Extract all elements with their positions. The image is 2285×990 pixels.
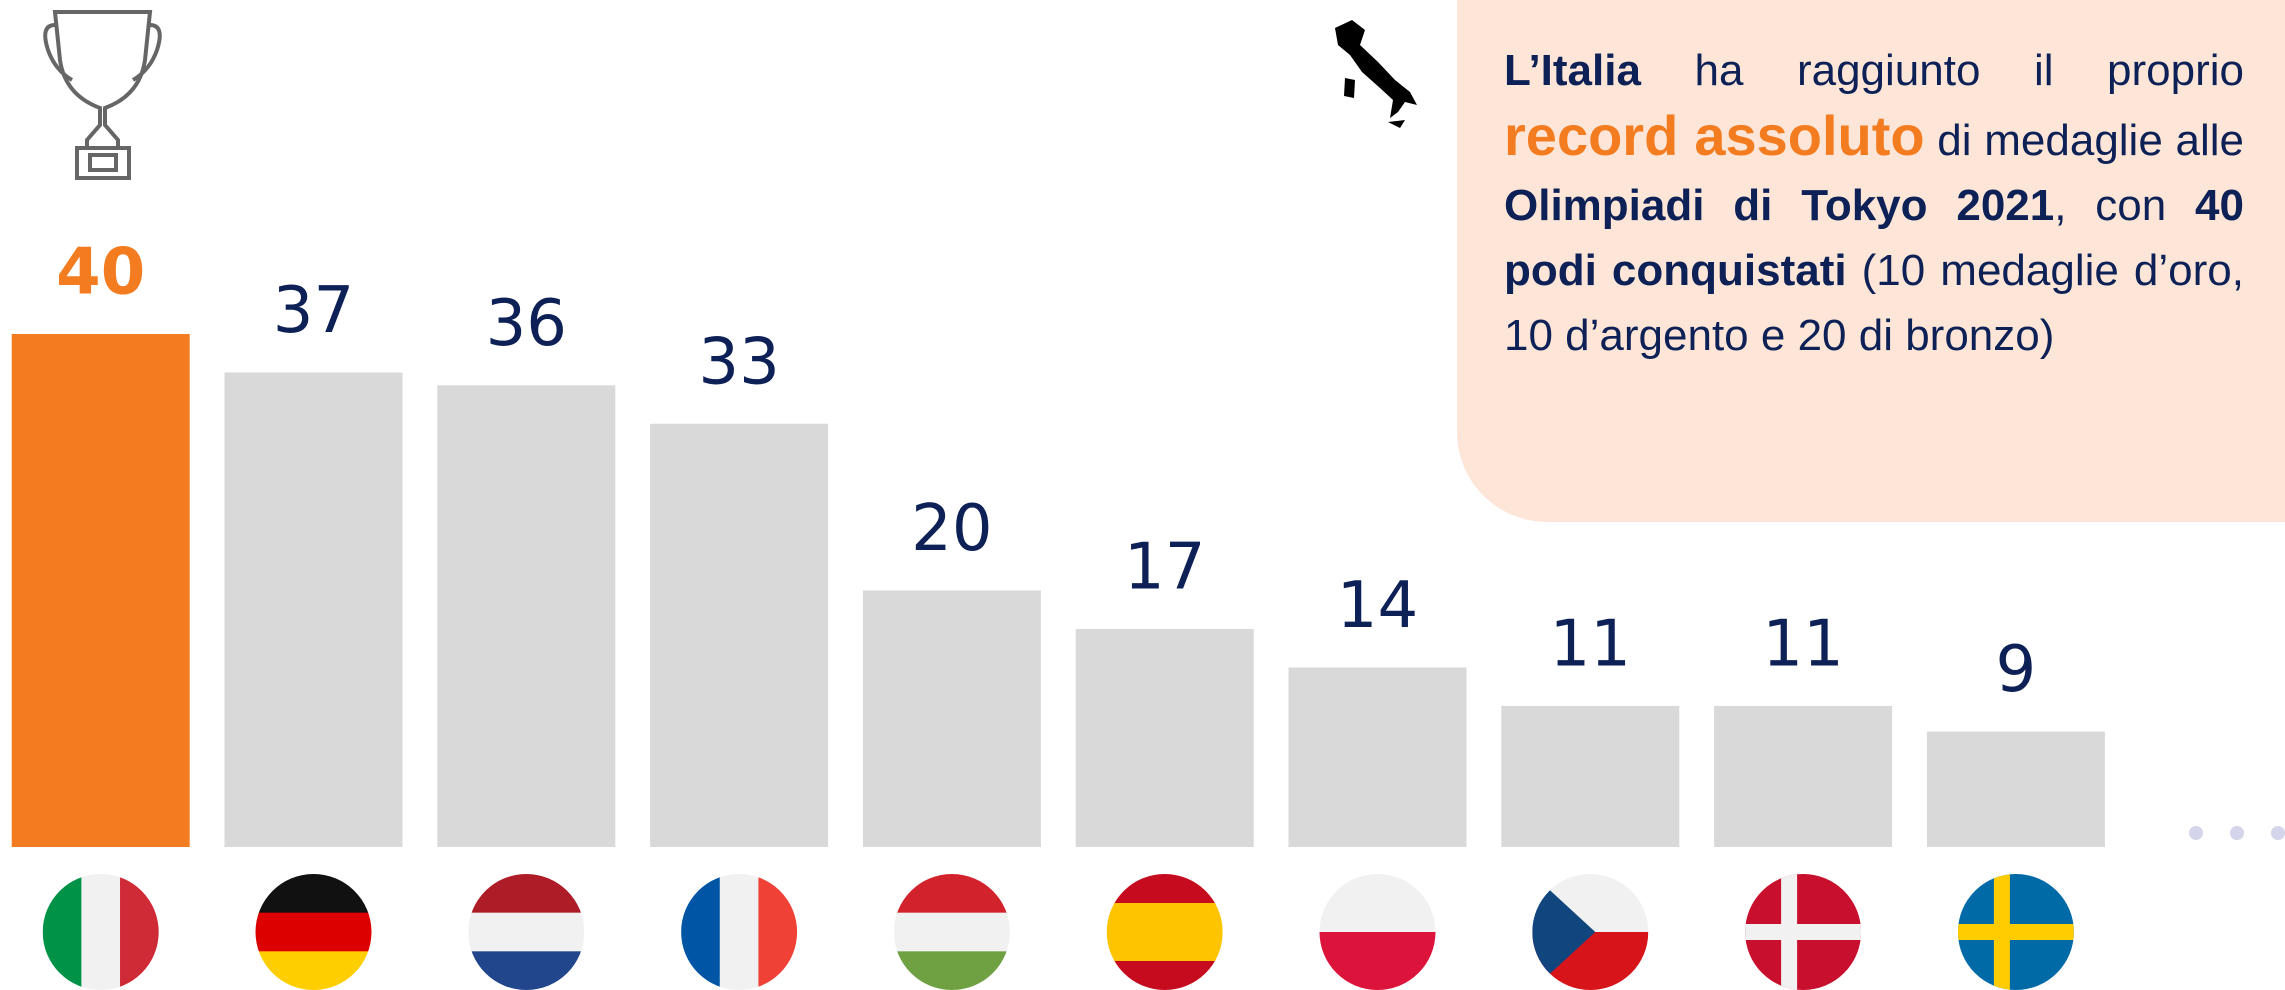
flag-stripe: [1319, 874, 1436, 933]
annotation-box: L’Italia ha raggiunto il proprio record …: [1457, 0, 2285, 522]
flag: [1532, 874, 1649, 990]
flag-stripe: [681, 874, 721, 990]
flag-stripe: [893, 951, 1010, 990]
flag: [1745, 874, 1862, 990]
flag-stripe: [468, 951, 585, 990]
bar: [862, 590, 1041, 847]
bar: [11, 334, 190, 847]
flag: [1106, 874, 1223, 990]
annotation: L’Italia ha raggiunto il proprio record …: [1504, 38, 2244, 368]
flag-stripe: [1106, 903, 1223, 962]
flag: [1957, 874, 2074, 990]
flag-stripe: [1106, 874, 1223, 904]
flag-stripe: [1106, 961, 1223, 990]
annotation-bold: Olimpiadi di Tokyo 2021: [1504, 181, 2055, 230]
flag: [42, 874, 159, 990]
flag-stripe: [468, 874, 585, 914]
bar: [1288, 667, 1467, 847]
flag-stripe: [758, 874, 798, 990]
value-label: 9: [1996, 633, 2037, 707]
bar: [1501, 705, 1680, 847]
trophy-icon: [43, 10, 162, 180]
value-label: 37: [273, 274, 354, 348]
value-label: 11: [1550, 608, 1631, 682]
flag-stripe: [1957, 924, 2074, 940]
value-label: 36: [486, 287, 567, 361]
bar: [1075, 628, 1254, 847]
flag-stripe: [719, 874, 759, 990]
italy-map: [1335, 20, 1417, 128]
flag-stripe: [120, 874, 159, 990]
bar: [650, 423, 829, 847]
annotation-normal: (10 medaglie d’oro, 10 d’argento e 20 di…: [1504, 246, 2244, 360]
flag-stripe: [1319, 932, 1436, 990]
annotation-normal: ha raggiunto il proprio: [1640, 46, 2244, 95]
flag-stripe: [42, 874, 82, 990]
value-label: 40: [56, 236, 145, 310]
bar: [224, 372, 403, 847]
value-label: 33: [698, 325, 779, 399]
flag-stripe: [255, 912, 372, 952]
flag-stripe: [1745, 924, 1862, 940]
annotation-highlight: record assoluto: [1504, 104, 1925, 167]
flag-stripe: [255, 874, 372, 914]
flag-stripe: [893, 912, 1010, 952]
flag: [893, 874, 1010, 990]
bar: [1714, 705, 1893, 847]
flag-stripe: [893, 874, 1010, 914]
flag: [1319, 874, 1436, 990]
flag-stripe: [255, 951, 372, 990]
bar: [437, 385, 616, 847]
value-label: 14: [1337, 569, 1418, 643]
flag-stripe: [81, 874, 121, 990]
annotation-bold: L’Italia: [1504, 46, 1641, 95]
value-label: 11: [1762, 608, 1843, 682]
value-label: 20: [911, 492, 992, 566]
more-dots: [2189, 826, 2285, 840]
annotation-normal: , con: [2054, 181, 2196, 230]
annotation-bold: 40 podi conquistati: [1504, 181, 2244, 295]
bar: [1926, 731, 2105, 847]
flag: [255, 874, 372, 990]
value-label: 17: [1124, 531, 1205, 605]
flag: [468, 874, 585, 990]
flag-stripe: [1532, 874, 1596, 990]
flag: [681, 874, 798, 990]
flag-stripe: [468, 912, 585, 952]
annotation-normal: di medaglie alle: [1924, 116, 2245, 165]
